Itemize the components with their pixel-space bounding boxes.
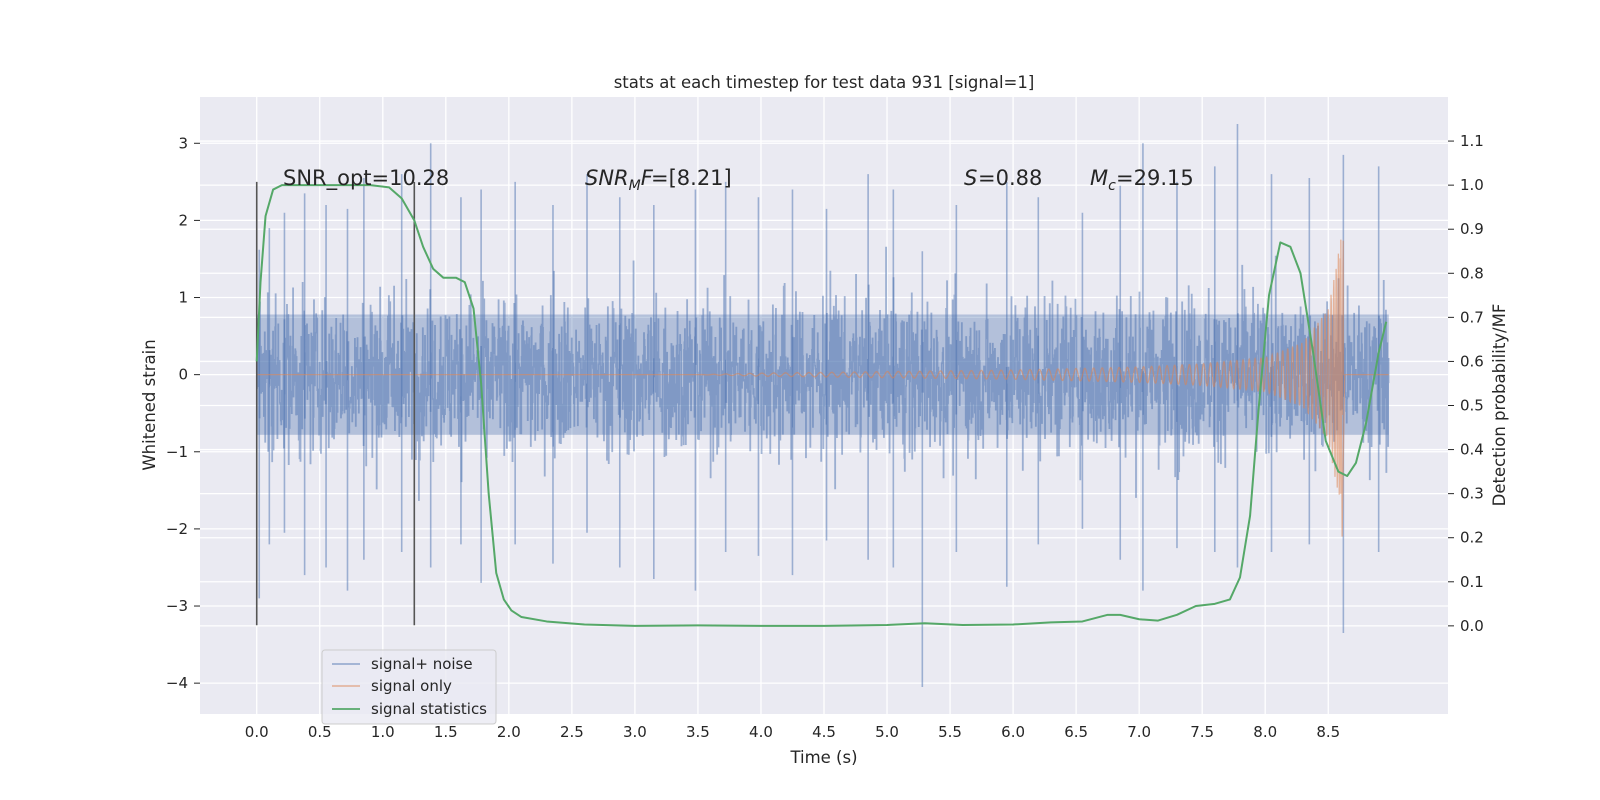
annotation-mc: Mc =29.15 — [1090, 166, 1194, 194]
legend-label-noise: signal+ noise — [371, 655, 473, 673]
y2-tick-label: 0.6 — [1460, 352, 1484, 370]
y2-tick-label: 0.3 — [1460, 485, 1484, 503]
annotation-s-symbol: S — [964, 166, 977, 190]
x-tick-label: 1.5 — [434, 723, 458, 741]
annotation-s-value: =0.88 — [978, 166, 1042, 190]
y-tick-label: 2 — [178, 211, 188, 229]
y2-tick-label: 0.5 — [1460, 397, 1484, 415]
x-tick-label: 6.0 — [1001, 723, 1025, 741]
legend-box — [321, 649, 497, 725]
x-tick-label: 7.0 — [1127, 723, 1151, 741]
signal-statistics-series — [255, 184, 1388, 627]
chart-title: stats at each timestep for test data 931… — [614, 73, 1035, 92]
y-tick-label: −3 — [166, 597, 188, 615]
x-tick-labels: 0.0 0.5 1.0 1.5 2.0 2.5 3.0 3.5 4.0 4.5 5.0 5.5 6.0 6… — [245, 723, 1340, 741]
annotation-snr-mf-symbol: SNRMF — [585, 166, 654, 194]
annotation-s: S =0.88 — [964, 166, 1042, 190]
y2-axis-label: Detection probability/MF — [1490, 304, 1509, 507]
y2-tick-label: 0.4 — [1460, 441, 1484, 459]
y-tick-label: 1 — [178, 289, 188, 307]
x-tick-label: 8.5 — [1316, 723, 1340, 741]
y2-tick-label: 1.1 — [1460, 132, 1484, 150]
annotation-mc-value: =29.15 — [1116, 166, 1194, 190]
y-tick-label: −1 — [166, 443, 188, 461]
y-tick-label: −4 — [166, 674, 188, 692]
y2-tick-label: 0.9 — [1460, 220, 1484, 238]
x-tick-label: 3.5 — [686, 723, 710, 741]
x-tick-label: 1.0 — [371, 723, 395, 741]
y2-tick-label: 0.8 — [1460, 264, 1484, 282]
annotation-snr-mf: SNRMF =[8.21] — [585, 166, 732, 194]
x-tick-label: 5.5 — [938, 723, 962, 741]
legend-label-signal: signal only — [371, 677, 452, 695]
y-tick-label: −2 — [166, 520, 188, 538]
signal-trace — [256, 239, 1389, 537]
statistics-line — [255, 184, 1388, 627]
noise-trace — [256, 246, 1390, 501]
y2-tick-label: 0.7 — [1460, 308, 1484, 326]
y-gridlines — [200, 142, 1448, 684]
y2-tick-label: 0.1 — [1460, 573, 1484, 591]
x-tick-label: 8.0 — [1253, 723, 1277, 741]
y-tick-labels: −4 −3 −2 −1 0 1 2 3 — [166, 134, 200, 692]
y2-tick-label: 1.0 — [1460, 176, 1484, 194]
x-tick-label: 4.0 — [749, 723, 773, 741]
y2-tick-label: 0.2 — [1460, 529, 1484, 547]
x-tick-label: 4.5 — [812, 723, 836, 741]
y-tick-label: 0 — [178, 366, 188, 384]
legend: signal+ noise signal only signal statist… — [321, 649, 497, 725]
x-tick-label: 5.0 — [875, 723, 899, 741]
annotation-snr-mf-value: =[8.21] — [651, 166, 732, 190]
signal-only-series — [256, 239, 1389, 537]
x-axis-label: Time (s) — [789, 748, 857, 767]
x-tick-label: 7.5 — [1190, 723, 1214, 741]
y2-tick-label: 0.0 — [1460, 617, 1484, 635]
annotation-snr-opt: SNR_opt=10.28 — [283, 166, 449, 191]
x-tick-label: 0.5 — [308, 723, 332, 741]
vertical-markers — [255, 181, 416, 626]
x-tick-label: 2.0 — [497, 723, 521, 741]
y2-tick-labels: 0.0 0.1 0.2 0.3 0.4 0.5 0.6 0.7 0.8 0.9 1.0 1.1 — [1448, 132, 1484, 635]
y-axis-label: Whitened strain — [140, 339, 159, 470]
x-tick-label: 3.0 — [623, 723, 647, 741]
y-tick-label: 3 — [178, 134, 188, 152]
legend-label-stat: signal statistics — [371, 700, 487, 718]
x-tick-label: 2.5 — [560, 723, 584, 741]
x-tick-label: 0.0 — [245, 723, 269, 741]
x-tick-label: 6.5 — [1064, 723, 1088, 741]
